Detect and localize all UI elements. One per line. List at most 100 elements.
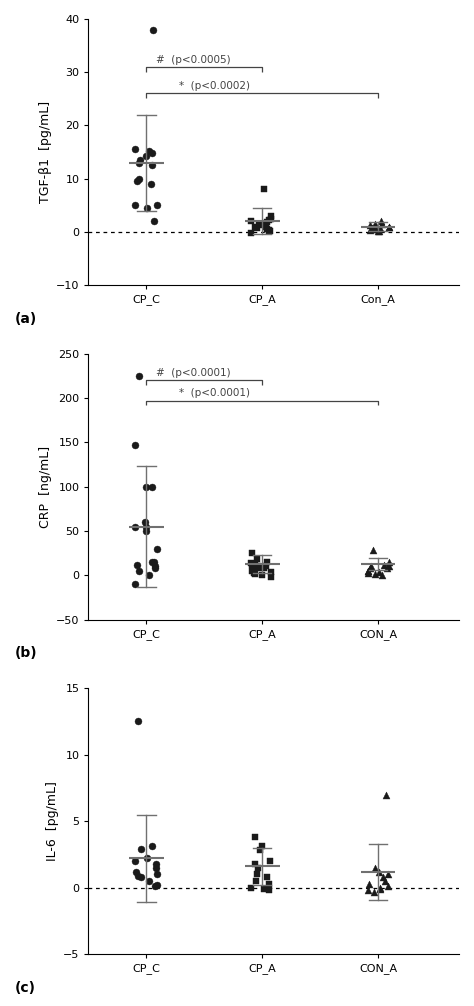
Point xyxy=(368,219,375,235)
Point xyxy=(385,866,392,882)
Point xyxy=(152,558,159,574)
Point xyxy=(152,860,159,876)
Point xyxy=(371,860,379,876)
Point xyxy=(137,869,145,885)
Point xyxy=(251,856,258,872)
Point xyxy=(131,576,139,593)
Point xyxy=(149,21,156,37)
Y-axis label: CRP  [ng/mL]: CRP [ng/mL] xyxy=(39,446,52,528)
Point xyxy=(151,878,158,894)
Point xyxy=(254,557,261,573)
Point xyxy=(383,560,391,576)
Point xyxy=(253,866,261,882)
Point xyxy=(378,216,385,232)
Point xyxy=(135,368,143,384)
Point xyxy=(369,542,377,558)
Point xyxy=(131,518,139,534)
Point xyxy=(366,560,374,576)
Point xyxy=(266,212,273,228)
Point xyxy=(384,878,392,894)
Text: (c): (c) xyxy=(14,981,36,995)
Point xyxy=(263,869,270,885)
Point xyxy=(153,540,160,556)
Point xyxy=(365,564,372,580)
Point xyxy=(365,882,372,898)
Point xyxy=(366,217,374,233)
Point xyxy=(255,860,262,876)
Point xyxy=(376,881,384,897)
Point xyxy=(385,218,393,234)
Point xyxy=(265,875,273,891)
Point xyxy=(135,713,142,729)
Point xyxy=(378,567,386,583)
Point xyxy=(267,853,274,869)
Point xyxy=(147,176,155,192)
Point xyxy=(137,841,145,857)
Point xyxy=(256,842,264,858)
Point xyxy=(385,554,392,570)
Point xyxy=(247,225,255,241)
Point xyxy=(248,545,255,561)
Point xyxy=(247,555,255,571)
Point xyxy=(253,219,261,235)
Point xyxy=(372,216,379,232)
Point xyxy=(260,181,268,197)
Text: *  (p<0.0002): * (p<0.0002) xyxy=(179,81,250,92)
Point xyxy=(250,564,257,580)
Point xyxy=(365,562,372,578)
Point xyxy=(259,217,266,233)
Point xyxy=(136,152,144,168)
Point xyxy=(136,155,143,171)
Point xyxy=(371,218,378,234)
Point xyxy=(135,562,142,578)
Point xyxy=(252,555,259,571)
Point xyxy=(366,222,374,238)
Point xyxy=(385,558,393,574)
Point xyxy=(377,213,385,229)
Point xyxy=(372,565,379,581)
Text: (b): (b) xyxy=(14,646,37,660)
Point xyxy=(372,221,380,237)
Point xyxy=(377,879,384,895)
Point xyxy=(251,565,258,581)
Point xyxy=(262,218,270,234)
Point xyxy=(148,479,155,495)
Point xyxy=(131,197,139,213)
Point xyxy=(146,143,153,159)
Point xyxy=(153,866,161,882)
Point xyxy=(133,173,141,189)
Point xyxy=(153,197,161,213)
Point xyxy=(148,838,156,854)
Point xyxy=(365,875,373,891)
Point xyxy=(141,514,148,530)
Point xyxy=(264,221,271,237)
Point xyxy=(375,563,383,579)
Point xyxy=(248,562,256,578)
Point xyxy=(143,200,150,216)
Point xyxy=(371,883,378,899)
Point xyxy=(252,873,259,889)
Point xyxy=(135,171,143,187)
Text: #  (p<0.0001): # (p<0.0001) xyxy=(155,368,230,378)
Point xyxy=(254,560,262,576)
Point xyxy=(148,554,155,570)
Point xyxy=(364,562,372,578)
Point xyxy=(153,877,160,893)
Point xyxy=(151,554,158,570)
Point xyxy=(380,869,387,885)
Point xyxy=(152,856,160,872)
Text: #  (p<0.0005): # (p<0.0005) xyxy=(155,54,230,64)
Point xyxy=(265,222,273,238)
Point xyxy=(151,560,158,576)
Point xyxy=(260,560,268,576)
Point xyxy=(149,157,156,173)
Y-axis label: TGF-β1  [pg/mL]: TGF-β1 [pg/mL] xyxy=(39,101,52,203)
Point xyxy=(258,838,265,854)
Point xyxy=(367,558,375,574)
Point xyxy=(142,518,150,534)
Point xyxy=(376,219,384,235)
Point xyxy=(131,141,139,157)
Point xyxy=(131,853,139,869)
Point xyxy=(255,216,263,232)
Point xyxy=(252,829,259,845)
